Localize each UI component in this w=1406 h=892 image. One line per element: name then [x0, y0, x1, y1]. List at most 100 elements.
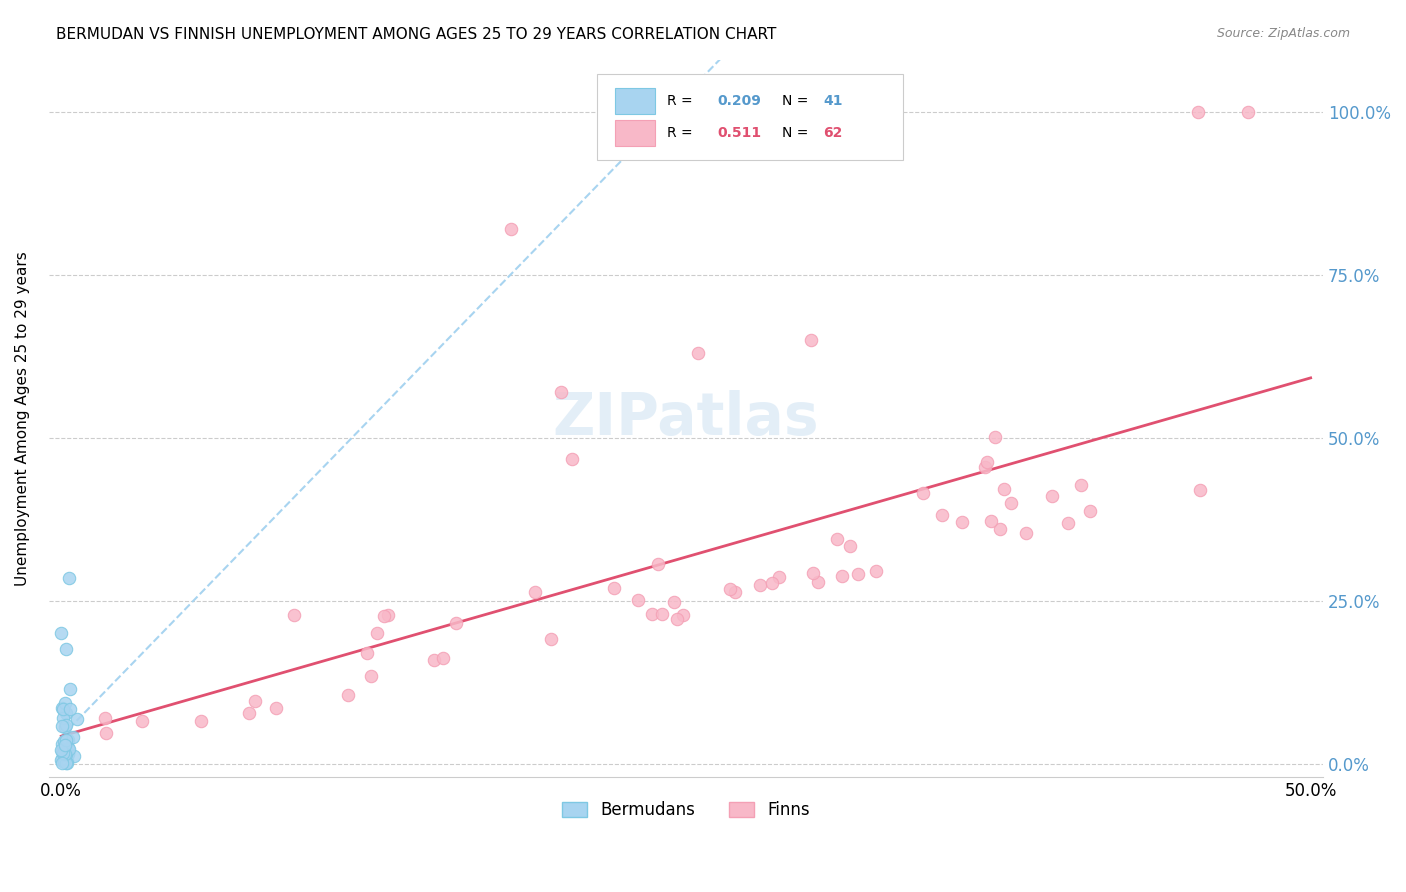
Text: R =: R =	[666, 126, 697, 140]
Text: 41: 41	[824, 95, 844, 108]
Point	[58, 571, 80, 585]
Text: ZIPatlas: ZIPatlas	[553, 390, 820, 447]
Point	[53, 755, 76, 769]
Point	[831, 569, 853, 583]
Point	[651, 607, 673, 621]
Text: 0.209: 0.209	[718, 95, 762, 108]
Point	[931, 508, 953, 523]
Text: N =: N =	[782, 126, 813, 140]
Point	[59, 702, 82, 716]
Point	[976, 455, 998, 469]
Point	[1237, 104, 1260, 119]
Point	[51, 719, 73, 733]
Point	[672, 607, 695, 622]
Text: BERMUDAN VS FINNISH UNEMPLOYMENT AMONG AGES 25 TO 29 YEARS CORRELATION CHART: BERMUDAN VS FINNISH UNEMPLOYMENT AMONG A…	[56, 27, 776, 42]
Point	[51, 753, 73, 767]
Point	[1014, 525, 1036, 540]
Point	[51, 756, 73, 770]
Point	[52, 701, 75, 715]
Point	[432, 650, 454, 665]
Point	[55, 706, 77, 720]
Point	[768, 570, 790, 584]
Point	[377, 607, 399, 622]
Point	[523, 585, 546, 599]
FancyBboxPatch shape	[596, 74, 903, 160]
Point	[641, 607, 664, 622]
Y-axis label: Unemployment Among Ages 25 to 29 years: Unemployment Among Ages 25 to 29 years	[15, 251, 30, 586]
Point	[53, 745, 76, 759]
Point	[53, 738, 76, 752]
Point	[94, 726, 117, 740]
Point	[748, 577, 770, 591]
Point	[912, 485, 935, 500]
Point	[52, 746, 75, 760]
Point	[94, 711, 117, 725]
Point	[53, 747, 76, 761]
Point	[865, 564, 887, 578]
Point	[688, 346, 710, 360]
Point	[337, 688, 360, 702]
Point	[360, 669, 382, 683]
Point	[53, 696, 76, 710]
Point	[800, 333, 823, 347]
Point	[52, 733, 75, 747]
Point	[561, 451, 583, 466]
Point	[53, 744, 76, 758]
Point	[264, 700, 287, 714]
Point	[540, 632, 562, 647]
Point	[55, 642, 77, 657]
Point	[825, 532, 848, 546]
Point	[51, 747, 73, 762]
Text: Source: ZipAtlas.com: Source: ZipAtlas.com	[1216, 27, 1350, 40]
Text: 62: 62	[824, 126, 844, 140]
Point	[550, 385, 572, 400]
Point	[846, 566, 869, 581]
Point	[980, 514, 1002, 528]
Point	[58, 747, 80, 761]
Point	[627, 593, 650, 607]
Point	[58, 742, 80, 756]
Point	[1189, 483, 1212, 498]
Point	[55, 756, 77, 770]
Point	[56, 740, 79, 755]
Point	[51, 626, 73, 640]
Point	[1070, 477, 1092, 491]
Point	[56, 754, 79, 768]
Point	[59, 681, 82, 696]
Text: R =: R =	[666, 95, 697, 108]
Point	[238, 706, 260, 720]
FancyBboxPatch shape	[614, 87, 655, 114]
Point	[1057, 516, 1080, 531]
Point	[801, 566, 824, 580]
FancyBboxPatch shape	[614, 120, 655, 146]
Point	[56, 756, 79, 770]
Point	[647, 557, 669, 571]
Point	[807, 575, 830, 590]
Point	[55, 718, 77, 732]
Point	[243, 694, 266, 708]
Point	[990, 523, 1012, 537]
Point	[190, 714, 212, 728]
Point	[56, 733, 79, 747]
Point	[839, 539, 862, 553]
Point	[666, 612, 689, 626]
Point	[55, 747, 77, 762]
Point	[53, 747, 76, 761]
Point	[51, 737, 73, 751]
Point	[761, 575, 783, 590]
Text: N =: N =	[782, 95, 813, 108]
Legend: Bermudans, Finns: Bermudans, Finns	[555, 795, 817, 826]
Point	[356, 646, 378, 660]
Point	[603, 581, 626, 595]
Point	[52, 711, 75, 725]
Point	[283, 607, 305, 622]
Point	[62, 731, 84, 745]
Point	[444, 615, 467, 630]
Point	[1000, 496, 1022, 510]
Point	[373, 608, 395, 623]
Point	[53, 720, 76, 734]
Point	[56, 746, 79, 760]
Point	[499, 222, 522, 236]
Point	[131, 714, 153, 729]
Point	[718, 582, 741, 596]
